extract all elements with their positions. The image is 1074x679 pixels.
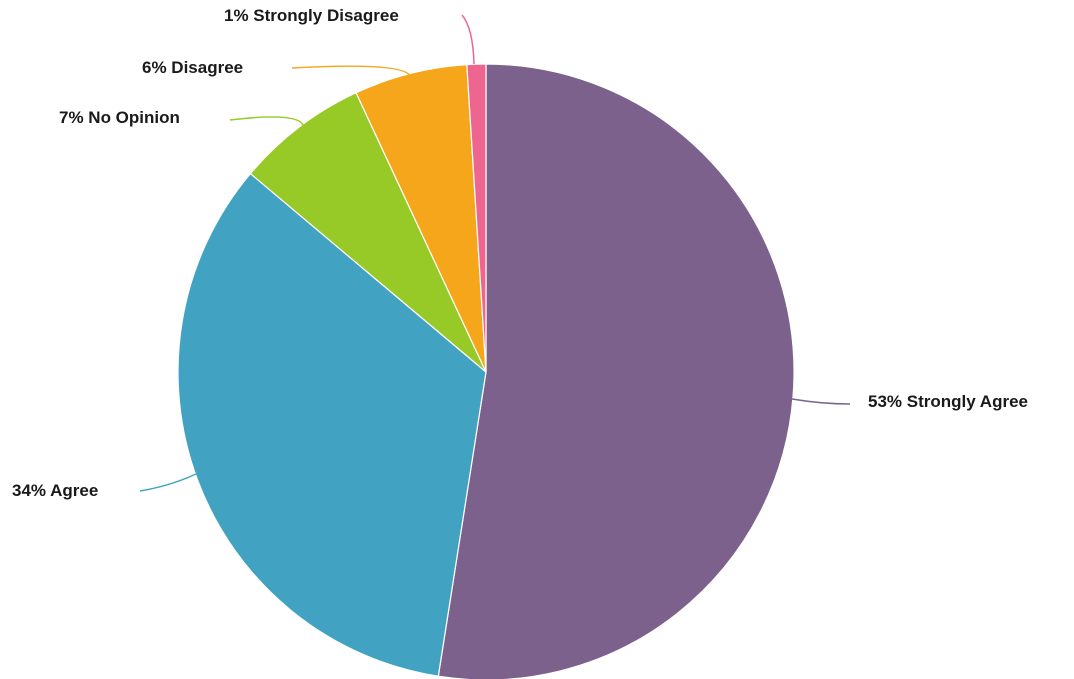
leader-lines <box>139 14 851 492</box>
leader-line-1 <box>791 398 851 405</box>
slice-label-4: 6% Disagree <box>142 58 243 77</box>
leader-line-5 <box>461 14 475 65</box>
leader-line-2 <box>139 473 197 492</box>
pie-slice-1 <box>437 63 795 679</box>
pie-slice-3 <box>249 91 487 373</box>
slice-label-1: 53% Strongly Agree <box>868 392 1028 411</box>
slice-labels: 53% Strongly Agree 34% Agree 7% No Opinion… <box>12 6 1028 500</box>
slice-label-5: 1% Strongly Disagree <box>224 6 399 25</box>
leader-line-4 <box>291 65 411 77</box>
pie-slice-5 <box>466 63 487 373</box>
pie-slice-2 <box>177 172 487 677</box>
slice-label-2: 34% Agree <box>12 481 98 500</box>
pie-slices <box>177 63 795 679</box>
leader-line-3 <box>229 116 304 126</box>
slice-label-3: 7% No Opinion <box>59 108 180 127</box>
